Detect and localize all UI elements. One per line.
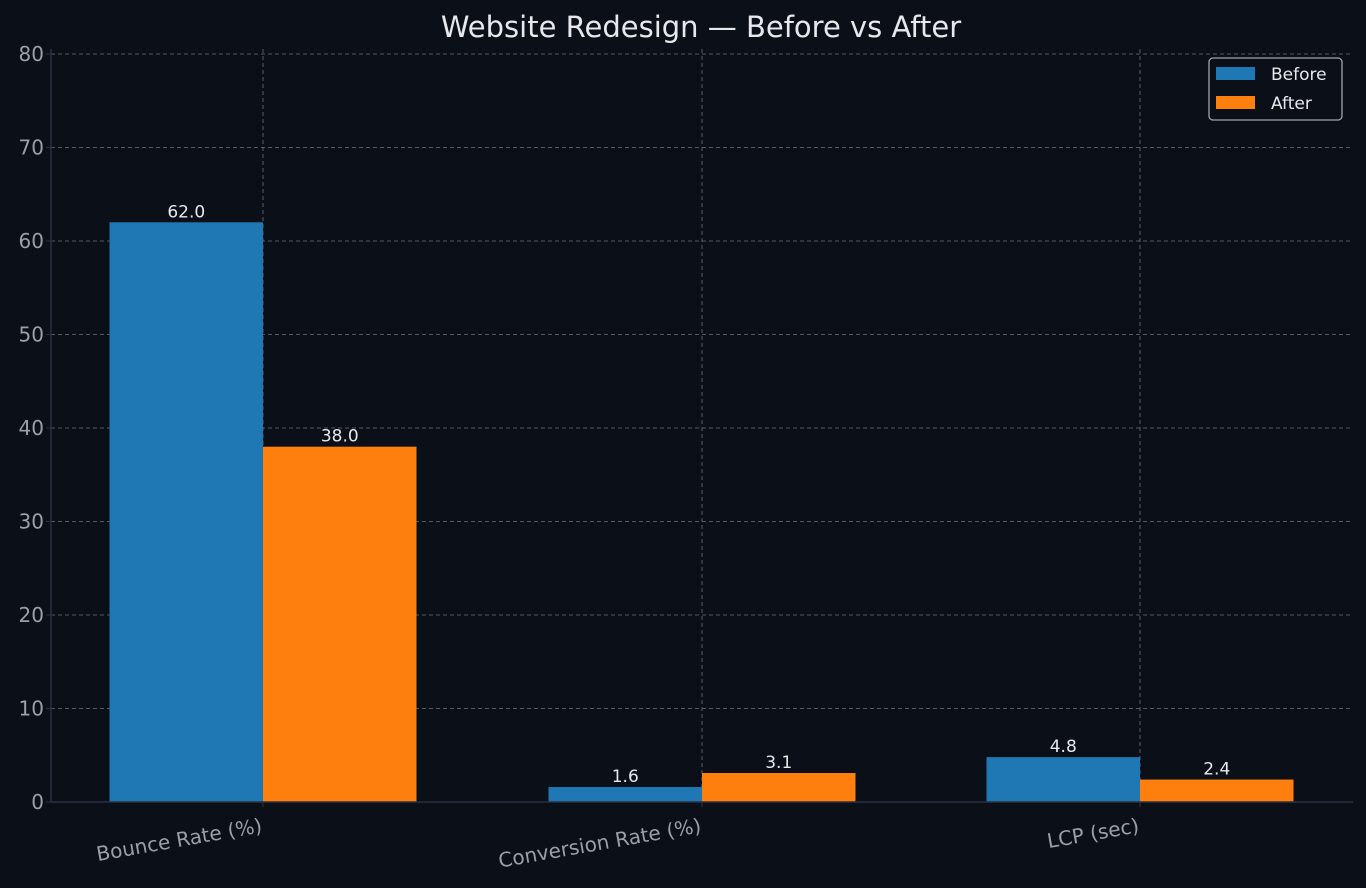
- x-tick-label: LCP (sec): [1045, 813, 1141, 853]
- bar-after: [702, 773, 856, 802]
- legend-swatch-after: [1216, 96, 1255, 109]
- y-tick-label: 50: [19, 323, 44, 347]
- y-tick-label: 10: [19, 697, 44, 721]
- y-tick-label: 70: [19, 136, 44, 160]
- x-tick-label: Bounce Rate (%): [94, 813, 263, 866]
- data-label: 4.8: [1050, 737, 1077, 757]
- data-label: 3.1: [765, 753, 792, 773]
- legend-swatch-before: [1216, 67, 1255, 80]
- data-label: 62.0: [167, 202, 205, 222]
- bar-before: [109, 222, 263, 803]
- y-tick-label: 60: [19, 229, 44, 253]
- data-label: 1.6: [612, 767, 639, 787]
- legend-label: After: [1271, 94, 1312, 114]
- bar-before: [548, 787, 702, 802]
- bar-before: [986, 757, 1140, 802]
- y-tick-label: 30: [19, 510, 44, 534]
- bar-after: [1140, 779, 1294, 802]
- legend[interactable]: Before After: [1208, 57, 1343, 121]
- bars: 62.0 1.6 4.8 38.0 3.1 2.4: [109, 202, 1294, 803]
- y-tick-label: 80: [19, 42, 44, 66]
- y-tick-label: 40: [19, 416, 44, 440]
- y-tick-label: 0: [31, 790, 44, 814]
- x-tick-label: Conversion Rate (%): [497, 813, 703, 872]
- chart-title: Website Redesign — Before vs After: [441, 10, 961, 44]
- data-label: 38.0: [321, 427, 359, 447]
- legend-label: Before: [1271, 65, 1327, 85]
- data-label: 2.4: [1203, 760, 1230, 780]
- bar-after: [263, 446, 417, 802]
- y-tick-label: 20: [19, 603, 44, 627]
